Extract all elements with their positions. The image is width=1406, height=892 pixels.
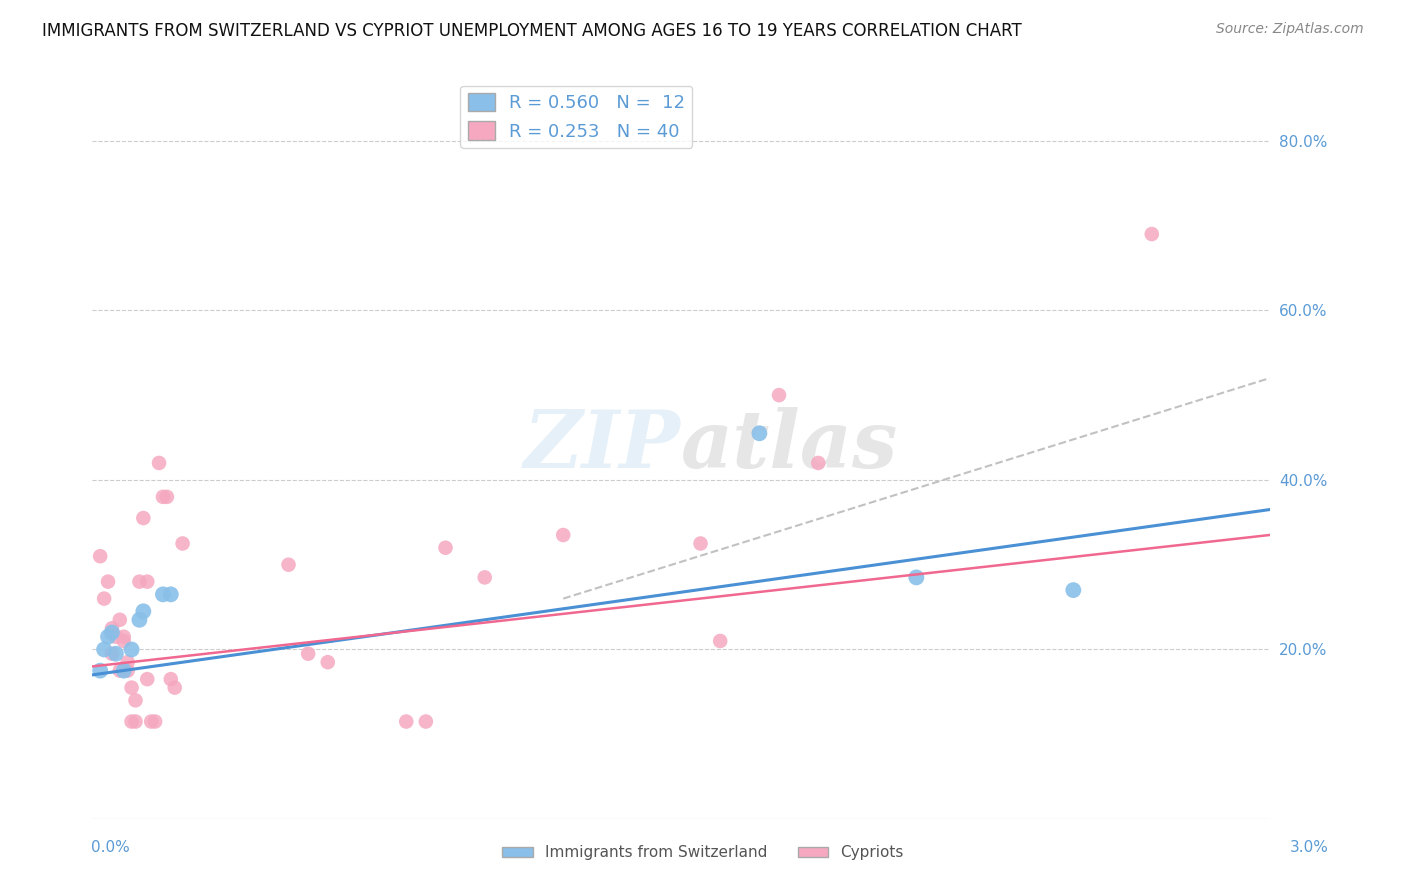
Point (104, 647, 127, 661)
Point (136, 574, 159, 589)
Point (159, 587, 181, 601)
Point (112, 634, 135, 648)
Point (93, 591, 115, 606)
Text: ZIP: ZIP (524, 408, 681, 484)
Point (112, 664, 135, 678)
Point (104, 630, 127, 644)
Point (316, 655, 339, 669)
Point (709, 634, 731, 648)
Point (689, 536, 711, 550)
Point (905, 570, 928, 584)
Text: Source: ZipAtlas.com: Source: ZipAtlas.com (1216, 22, 1364, 37)
Point (117, 655, 139, 669)
Point (159, 672, 181, 686)
Point (807, 456, 830, 470)
Point (415, 714, 437, 729)
Point (121, 714, 143, 729)
Point (112, 630, 135, 644)
Text: atlas: atlas (681, 408, 898, 484)
Legend: Immigrants from Switzerland, Cypriots: Immigrants from Switzerland, Cypriots (496, 839, 910, 866)
Point (136, 672, 159, 686)
Point (553, 528, 575, 542)
Point (768, 388, 790, 402)
Point (121, 642, 143, 657)
Point (277, 558, 299, 572)
Point (121, 681, 143, 695)
Point (128, 574, 150, 589)
Point (132, 511, 155, 525)
Point (395, 714, 418, 729)
Point (93, 642, 115, 657)
Point (108, 664, 131, 678)
Point (128, 613, 150, 627)
Point (89, 549, 111, 564)
Point (97, 630, 120, 644)
Legend: R = 0.560   N =  12, R = 0.253   N = 40: R = 0.560 N = 12, R = 0.253 N = 40 (460, 86, 692, 148)
Point (101, 647, 124, 661)
Point (143, 714, 166, 729)
Text: 3.0%: 3.0% (1289, 840, 1329, 855)
Point (124, 714, 146, 729)
Point (297, 647, 319, 661)
Point (474, 570, 496, 584)
Point (163, 681, 186, 695)
Point (748, 426, 770, 441)
Point (97, 574, 120, 589)
Point (141, 714, 163, 729)
Text: 0.0%: 0.0% (91, 840, 131, 855)
Point (152, 490, 174, 504)
Point (132, 604, 155, 618)
Point (1062, 583, 1084, 598)
Point (108, 613, 131, 627)
Point (117, 664, 139, 678)
Point (172, 536, 194, 550)
Point (1140, 227, 1163, 241)
Point (101, 625, 124, 640)
Text: IMMIGRANTS FROM SWITZERLAND VS CYPRIOT UNEMPLOYMENT AMONG AGES 16 TO 19 YEARS CO: IMMIGRANTS FROM SWITZERLAND VS CYPRIOT U… (42, 22, 1022, 40)
Point (101, 621, 124, 635)
Point (148, 456, 170, 470)
Point (89, 664, 111, 678)
Point (434, 541, 457, 555)
Point (124, 693, 146, 707)
Point (156, 490, 179, 504)
Point (152, 587, 174, 601)
